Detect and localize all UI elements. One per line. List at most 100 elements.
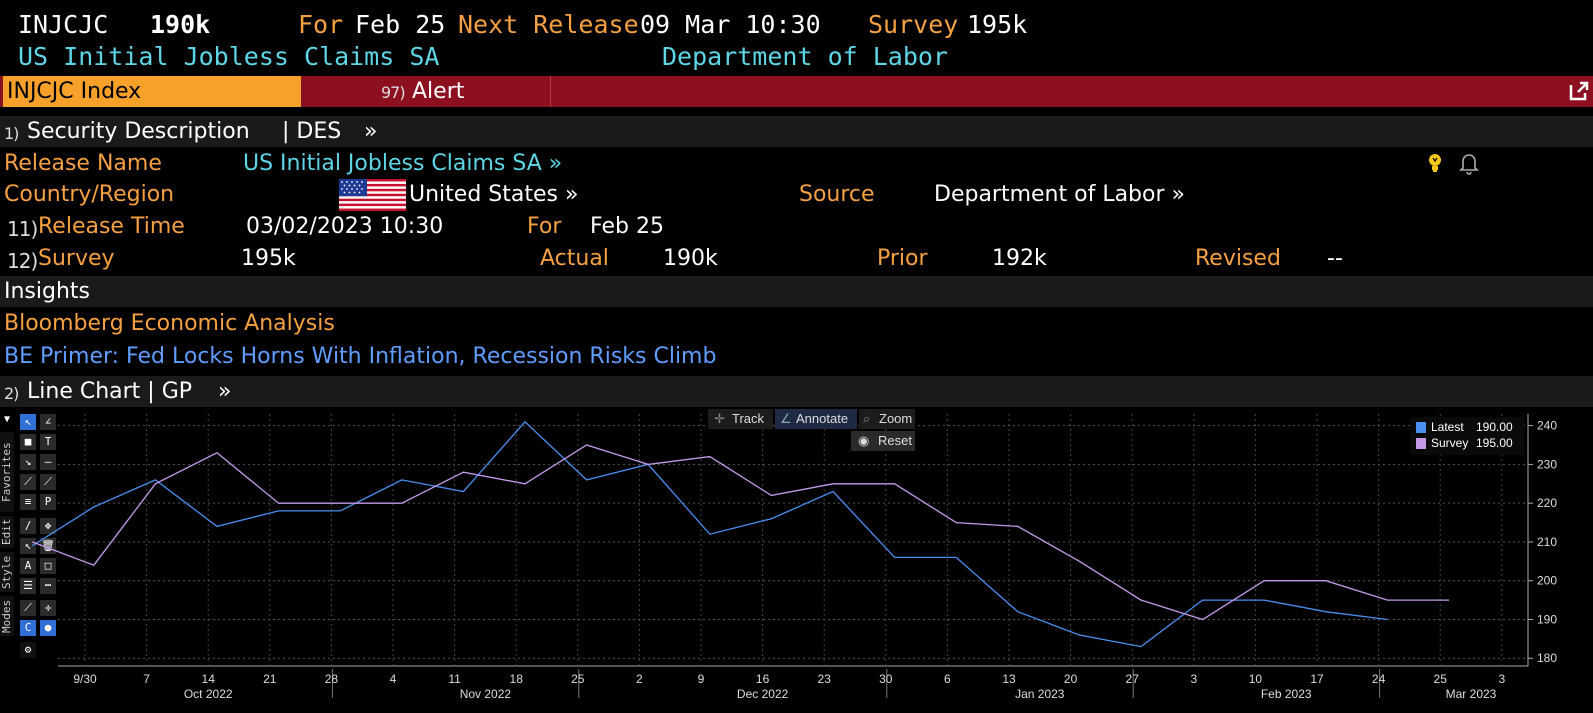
insights-source-row: Bloomberg Economic Analysis	[0, 310, 1593, 338]
x-tick-label: 28	[325, 672, 339, 686]
channel-tool-icon[interactable]: ≡	[20, 494, 36, 510]
x-tick-label: 27	[1126, 672, 1140, 686]
actual-value: 190k	[663, 246, 718, 271]
select-tool-icon[interactable]: ↖	[20, 538, 36, 554]
arrow-tool-icon[interactable]: ↘	[20, 454, 36, 470]
header-line-1: INJCJC 190k For Feb 25 Next Release 09 M…	[0, 10, 1593, 40]
des-arrow: »	[364, 119, 378, 144]
des-num: 1)	[4, 124, 19, 143]
track-button[interactable]: ✛ Track	[708, 409, 773, 429]
release-time-num: 11)	[7, 217, 38, 241]
trendline-tool-icon[interactable]: ⟋	[20, 474, 36, 490]
revised-label: Revised	[1195, 246, 1281, 271]
chart-title: Line Chart | GP	[27, 379, 193, 404]
annotate-label: Annotate	[796, 411, 849, 426]
palette-mode-icon[interactable]: ●	[40, 620, 56, 636]
tab-bar: INJCJC Index 97) Alert	[0, 76, 1593, 107]
settings-gear-icon[interactable]: ⚙	[20, 642, 36, 658]
x-tick-label: 9/30	[73, 672, 97, 686]
series-line-survey	[31, 444, 1449, 621]
text-tool-icon[interactable]: T	[40, 434, 56, 450]
collapse-triangle-icon[interactable]: ▼	[4, 414, 11, 425]
x-tick-label: 18	[510, 672, 524, 686]
month-label: Oct 2022	[184, 687, 233, 701]
alert-tab[interactable]: 97) Alert	[305, 76, 551, 107]
reset-button[interactable]: ◉ Reset	[851, 431, 915, 451]
font-style-icon[interactable]: A	[20, 558, 36, 574]
zoom-button[interactable]: ⌕ Zoom	[859, 409, 915, 429]
insights-headline-link[interactable]: BE Primer: Fed Locks Horns With Inflatio…	[4, 344, 717, 369]
survey-label[interactable]: Survey	[38, 246, 115, 271]
release-name-row: Release Name US Initial Jobless Claims S…	[0, 150, 1593, 178]
prior-label: Prior	[877, 246, 928, 271]
p-tool-icon[interactable]: P	[40, 494, 56, 510]
dash-style-icon[interactable]: ┅	[40, 578, 56, 594]
month-label: Dec 2022	[737, 687, 789, 701]
header-for-value: Feb 25	[355, 10, 446, 39]
release-source: Department of Labor	[662, 42, 948, 71]
chart-num: 2)	[4, 384, 19, 403]
track-label: Track	[732, 411, 765, 426]
y-tick-label: 230	[1537, 457, 1557, 471]
x-tick-label: 30	[879, 672, 893, 686]
fill-style-icon[interactable]: □	[40, 558, 56, 574]
annotate-icon: ∠	[780, 411, 792, 426]
bell-icon[interactable]	[1458, 151, 1480, 175]
series-line-latest	[31, 420, 1388, 648]
header-survey-value: 195k	[967, 10, 1028, 39]
legend-latest-name: Latest	[1431, 420, 1464, 434]
insights-title: Insights	[4, 279, 91, 304]
month-label: Jan 2023	[1015, 687, 1065, 701]
chart-section-bar[interactable]: 2) Line Chart | GP »	[0, 376, 1593, 407]
insights-bar: Insights	[0, 276, 1593, 307]
popout-icon[interactable]	[1567, 79, 1591, 103]
x-tick-label: 2	[636, 672, 643, 686]
hline-tool-icon[interactable]: —	[40, 454, 56, 470]
release-for-label: For	[527, 214, 562, 239]
series-lines	[31, 420, 1449, 648]
header-value: 190k	[150, 10, 211, 39]
line-style-icon[interactable]: ☰	[20, 578, 36, 594]
survey-value: 195k	[241, 246, 296, 271]
release-time-value: 03/02/2023 10:30	[246, 214, 444, 239]
country-label: Country/Region	[4, 182, 175, 207]
annotate-button[interactable]: ∠ Annotate	[775, 409, 857, 429]
x-tick-label: 10	[1249, 672, 1263, 686]
lightbulb-icon[interactable]	[1425, 152, 1445, 174]
pointer-tool-icon[interactable]: ↖	[20, 414, 36, 430]
x-tick-label: 13	[1002, 672, 1016, 686]
y-tick-label: 180	[1537, 651, 1557, 665]
month-label: Mar 2023	[1446, 687, 1497, 701]
ticker: INJCJC	[18, 10, 109, 39]
crosshair-icon: ✛	[714, 411, 725, 426]
month-label: Nov 2022	[460, 687, 512, 701]
y-tick-label: 210	[1537, 535, 1557, 549]
des-code: | DES	[282, 119, 342, 144]
x-tick-label: 11	[448, 672, 461, 686]
alert-label: Alert	[412, 79, 465, 104]
reset-label: Reset	[878, 433, 912, 448]
line-tool-icon[interactable]: ⟋	[40, 474, 56, 490]
des-section-bar[interactable]: 1) Security Description | DES »	[0, 116, 1593, 147]
release-time-label[interactable]: Release Time	[38, 214, 185, 239]
release-name-link[interactable]: US Initial Jobless Claims SA »	[243, 151, 563, 176]
chart-arrow: »	[218, 379, 232, 404]
c-mode-icon[interactable]: C	[20, 620, 36, 636]
next-release-label: Next Release	[458, 10, 639, 39]
ruler-mode-icon[interactable]: ⟋	[20, 600, 36, 616]
x-tick-label: 4	[390, 672, 397, 686]
x-tick-label: 6	[944, 672, 951, 686]
country-link[interactable]: United States »	[409, 182, 579, 207]
rectangle-tool-icon[interactable]: ■	[20, 434, 36, 450]
draw-tool-icon[interactable]: ∕	[20, 518, 36, 534]
x-tick-label: 3	[1190, 672, 1197, 686]
x-tick-label: 20	[1064, 672, 1078, 686]
x-tick-label: 7	[143, 672, 150, 686]
source-link[interactable]: Department of Labor »	[934, 182, 1185, 207]
pen-tool-icon[interactable]: ∠	[40, 414, 56, 430]
header-survey-label: Survey	[868, 10, 959, 39]
move-tool-icon[interactable]: ✥	[40, 518, 56, 534]
crosshair-mode-icon[interactable]: ✛	[40, 600, 56, 616]
index-tab[interactable]: INJCJC Index	[3, 76, 301, 107]
